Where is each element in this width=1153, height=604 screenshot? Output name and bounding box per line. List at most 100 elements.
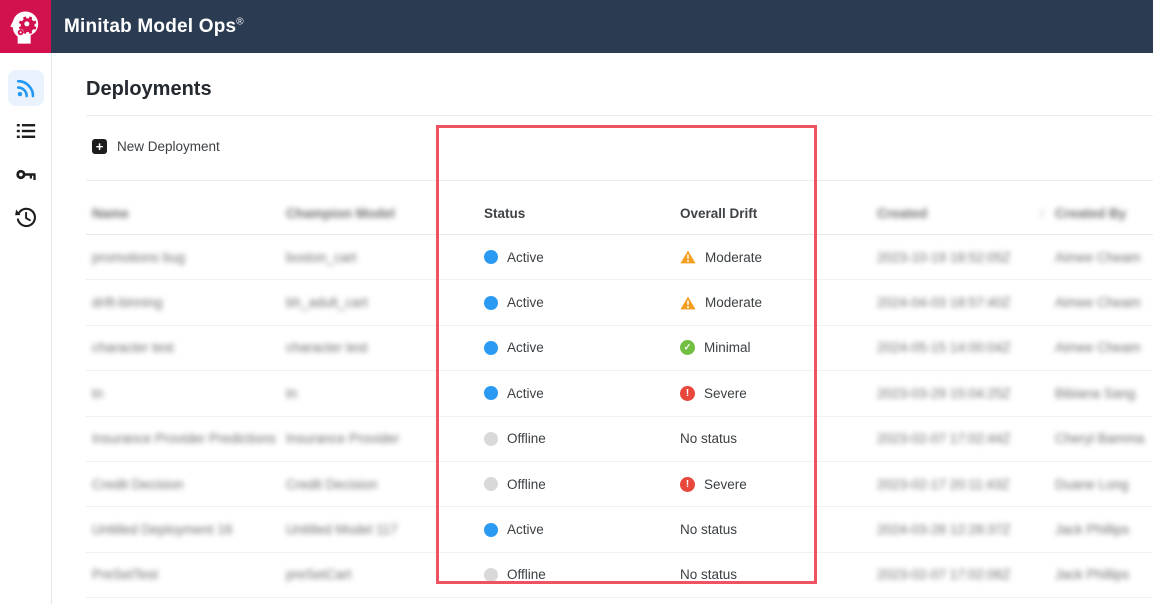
drift-label: No status [680,567,738,583]
sidebar-item-history[interactable] [8,199,44,235]
drift-label: Moderate [705,295,763,311]
drift-indicator: ✓ ! Moderate [680,295,877,310]
drift-moderate-icon [680,250,696,264]
divider [86,115,1153,116]
cell-created-by: Jack Phillips [1055,522,1130,538]
sort-ascending-icon: ↑ [1039,206,1045,220]
column-header-created[interactable]: Created [877,206,928,221]
cell-created-by: Aimee Cheam [1055,340,1141,356]
cell-created: 2023-02-07 17:02:44Z [877,431,1011,447]
cell-name: promotions bug [92,249,186,265]
cell-champion: Insurance Provider [286,431,400,447]
drift-minimal-icon: ✓ [680,340,695,356]
page-title: Deployments [86,78,212,100]
cell-created: 2023-03-29 15:04:25Z [877,385,1011,401]
column-header-created-by[interactable]: ↑ Created By [1039,206,1127,221]
drift-indicator: ✓ ! Severe [680,476,877,492]
drift-indicator: ✓ ! No status [680,522,877,537]
cell-name: Credit Decision [92,476,184,492]
status-cell: Offline [484,567,680,582]
new-deployment-label: New Deployment [117,138,220,154]
table-row[interactable]: Credit Decision Credit Decision Offline … [86,462,1153,508]
drift-label: Moderate [705,249,763,265]
status-label: Active [507,522,544,538]
drift-indicator: ✓ ! Minimal [680,340,877,356]
cell-created: 2023-10-19 18:52:05Z [877,249,1011,265]
cell-name: tn [92,385,104,401]
deployments-table-body: promotions bug boston_cart Active ✓ ! Mo… [86,235,1153,599]
feed-icon [16,79,34,98]
column-header-overall-drift[interactable]: Overall Drift [680,206,758,221]
status-cell: Active [484,295,680,310]
cell-created: 2023-02-17 20:11:43Z [877,476,1010,492]
cell-created: 2023-02-07 17:02:06Z [877,567,1011,583]
drift-label: Minimal [704,340,751,356]
table-row[interactable]: Untitled Deployment 16 Untitled Model 11… [86,507,1153,553]
cell-created-by: Aimee Cheam [1055,249,1141,265]
table-row[interactable]: Insurance Provider Predictions Insurance… [86,417,1153,462]
drift-moderate-icon [680,296,696,309]
key-icon [16,169,36,180]
drift-label: No status [680,522,738,538]
list-icon [16,124,35,138]
cell-created-by: Jack Phillips [1055,567,1130,583]
status-dot [484,295,498,310]
table-row[interactable]: promotions bug boston_cart Active ✓ ! Mo… [86,235,1153,281]
status-cell: Offline [484,477,680,492]
head-gear-logo-icon [9,11,38,44]
table-row[interactable]: character test character test Active ✓ !… [86,326,1153,372]
history-icon [15,207,36,227]
sidebar-item-deployments[interactable] [7,70,44,106]
cell-created-by: Duane Long [1055,476,1129,492]
cell-champion: Credit Decision [286,476,378,492]
cell-created-by: Aimee Cheam [1055,295,1141,311]
status-label: Active [507,249,544,265]
status-cell: Active [484,250,680,265]
sidebar-item-list[interactable] [8,113,44,149]
cell-champion: boston_cart [286,249,357,265]
status-dot [484,567,498,582]
cell-created: 2024-05-15 14:00:04Z [877,340,1011,356]
column-header-name[interactable]: Name [92,206,129,221]
app-title: Minitab Model Ops® [64,15,244,37]
cell-created: 2024-03-28 12:28:37Z [877,522,1011,538]
cell-created: 2024-04-03 18:57:40Z [877,295,1011,311]
drift-label: Severe [704,385,747,401]
drift-indicator: ✓ ! No status [680,431,877,446]
drift-indicator: ✓ ! Moderate [680,250,877,265]
status-label: Active [507,295,544,311]
drift-indicator: ✓ ! No status [680,567,877,582]
cell-name: character test [92,340,174,356]
cell-champion: Untitled Model 117 [286,522,398,538]
table-row[interactable]: PreSetTest preSetCart Offline ✓ ! No sta… [86,553,1153,599]
table-header: Name Champion Model Status Overall Drift… [86,180,1153,235]
minitab-logo [0,0,51,53]
status-dot [484,250,498,265]
cell-created-by: Cheryl Bamma [1055,431,1145,447]
main-content: Deployments + New Deployment Name Champi… [52,53,1153,604]
status-dot [484,386,498,401]
sidebar-item-api-keys[interactable] [8,156,44,192]
column-header-champion-model[interactable]: Champion Model [286,206,395,221]
cell-name: PreSetTest [92,567,159,583]
drift-label: Severe [704,476,747,492]
new-deployment-button[interactable]: + New Deployment [92,135,220,157]
status-cell: Active [484,340,680,355]
cell-name: Insurance Provider Predictions [92,431,276,447]
column-header-status[interactable]: Status [484,206,526,221]
top-bar: Minitab Model Ops® [0,0,1153,53]
table-row[interactable]: drift-binning bh_adult_cart Active ✓ ! M… [86,280,1153,326]
status-label: Offline [507,567,546,583]
drift-severe-icon: ! [680,476,695,492]
cell-champion: tn [286,385,298,401]
status-label: Active [507,340,544,356]
table-row[interactable]: tn tn Active ✓ ! Severe 2023-03-29 15:04… [86,371,1153,417]
status-dot [484,340,498,355]
cell-created-by: Bibiana Sang [1055,385,1136,401]
status-dot [484,477,498,492]
cell-champion: bh_adult_cart [286,295,368,311]
status-dot [484,431,498,446]
plus-icon: + [92,138,107,154]
drift-indicator: ✓ ! Severe [680,385,877,401]
status-cell: Active [484,522,680,537]
